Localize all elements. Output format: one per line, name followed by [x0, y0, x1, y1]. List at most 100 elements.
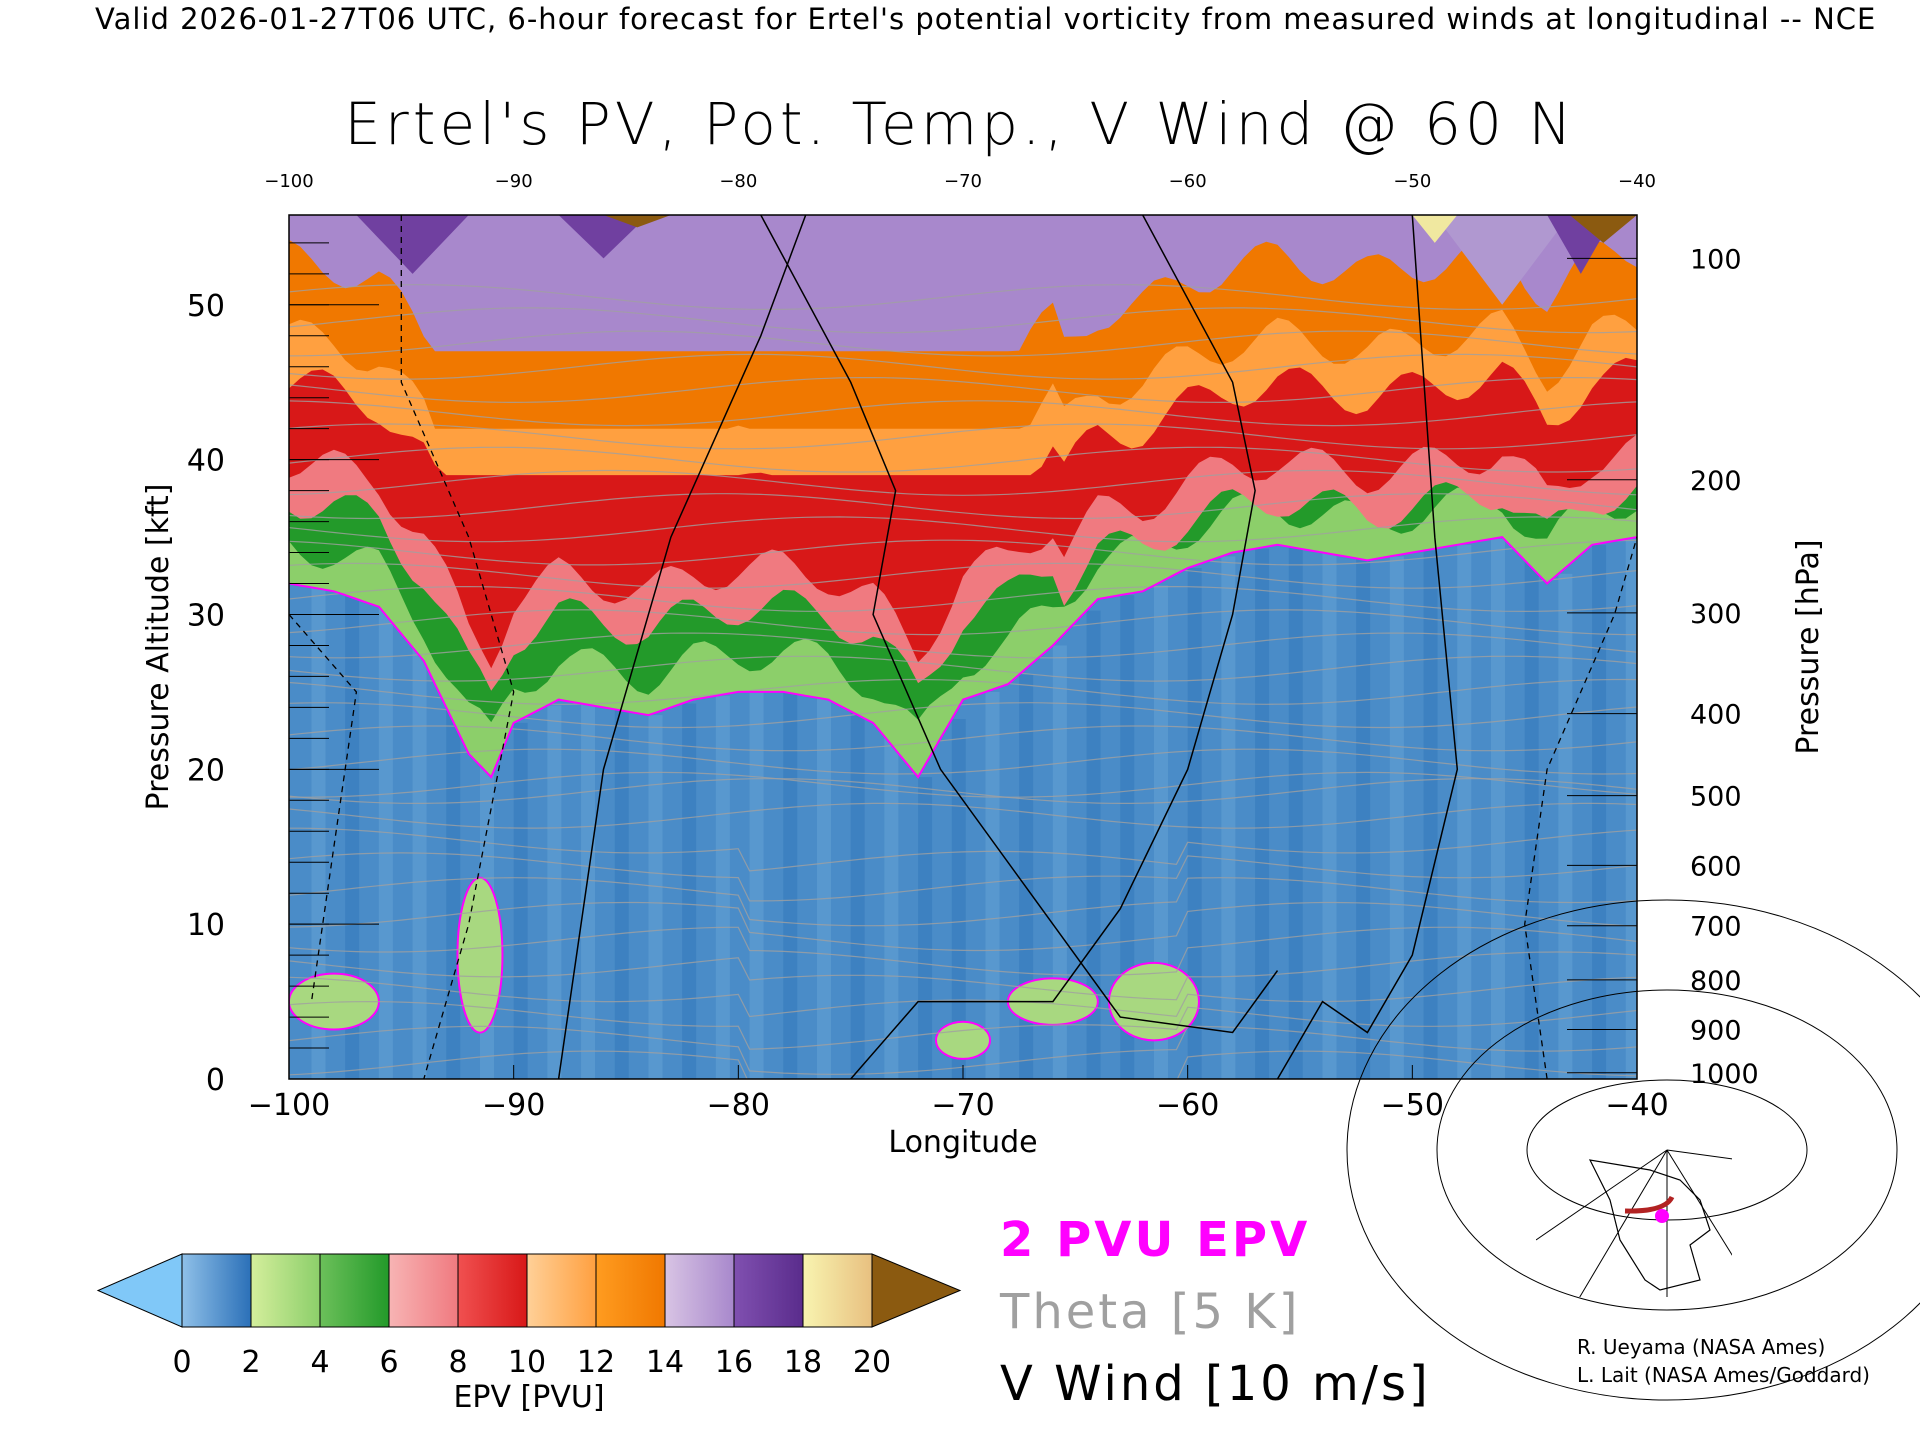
theta-isentrope	[289, 562, 1637, 589]
pv-texture	[682, 703, 697, 1079]
pv-texture	[1490, 539, 1505, 1079]
y-axis-label: Pressure Altitude [kft]	[141, 484, 176, 811]
theta-isentrope	[289, 632, 1637, 659]
colorbar-tick-label: 0	[172, 1345, 191, 1380]
plot-subtitle: Valid 2026-01-27T06 UTC, 6-hour forecast…	[95, 2, 1877, 36]
colorbar-bin	[802, 1253, 873, 1328]
colorbar-tick-label: 14	[646, 1345, 684, 1380]
pv-texture	[311, 587, 326, 1079]
credit-line: R. Ueyama (NASA Ames)	[1577, 1335, 1826, 1359]
x-tick-label: −80	[707, 1088, 770, 1123]
y-tick-label: 50	[187, 289, 225, 324]
pv-low-blob	[456, 876, 504, 1034]
pressure-tick-label: 500	[1690, 782, 1742, 813]
pv-heatmap	[289, 215, 1637, 1079]
theta-isentrope	[289, 539, 1637, 566]
theta-isentrope	[289, 877, 1637, 927]
map-latitude-circle	[1346, 899, 1920, 1401]
theta-isentrope	[289, 1001, 1637, 1050]
y-tick-label: 20	[187, 753, 225, 788]
pv-texture	[1592, 544, 1607, 1079]
pv-texture	[1524, 560, 1539, 1079]
x-top-tick-label: −50	[1393, 171, 1431, 192]
pv-texture	[715, 695, 730, 1079]
theta-isentrope	[289, 307, 1637, 334]
theta-isentrope	[289, 423, 1637, 450]
x-top-tick-label: −40	[1618, 171, 1656, 192]
colorbar-bin	[664, 1253, 735, 1328]
colorbar-bin	[319, 1253, 390, 1328]
theta-isentrope	[289, 469, 1637, 496]
pv-texture	[749, 691, 764, 1079]
theta-isentrope	[289, 777, 1637, 804]
theta-isentrope	[289, 1050, 1637, 1079]
pv-texture	[884, 736, 899, 1079]
v-wind-contour-negative	[1524, 536, 1637, 1079]
pv-texture	[1457, 544, 1472, 1079]
x-tick-label: −40	[1605, 1088, 1668, 1123]
colorbar: 0 2 4 6 8 10 12 14 16 18 20	[96, 1253, 962, 1380]
legend-theta: Theta [5 K]	[1000, 1284, 1301, 1340]
pressure-tick-label: 700	[1690, 912, 1742, 943]
x-top-tick-label: −60	[1169, 171, 1207, 192]
theta-isentrope	[289, 516, 1637, 543]
pv-texture	[1625, 539, 1637, 1079]
theta-isentrope	[289, 827, 1637, 872]
pv-texture	[1322, 552, 1337, 1079]
map-meridian	[1579, 1149, 1668, 1297]
x-top-tick-label: −70	[944, 171, 982, 192]
colorbar-bin	[181, 1253, 252, 1328]
theta-isentrope	[289, 493, 1637, 520]
colorbar-bin	[388, 1253, 459, 1328]
map-meridian	[1666, 1149, 1732, 1160]
y-tick-label: 10	[187, 908, 225, 943]
v-wind-contour-negative	[400, 215, 515, 1079]
legend-wind: V Wind [10 m/s]	[1000, 1356, 1431, 1412]
colorbar-tick-label: 10	[508, 1345, 546, 1380]
colorbar-bin	[733, 1253, 804, 1328]
x-tick-label: −60	[1156, 1088, 1219, 1123]
y-tick-label: 0	[206, 1063, 225, 1098]
chart-title: Ertel's PV, Pot. Temp., V Wind @ 60 N	[344, 90, 1576, 158]
x-top-tick-label: −90	[495, 171, 533, 192]
legend-pv-contour: 2 PVU EPV	[1000, 1212, 1311, 1268]
pv-texture	[547, 705, 562, 1079]
colorbar-bin	[250, 1253, 321, 1328]
pv-patch	[558, 215, 649, 259]
colorbar-under-arrow	[96, 1253, 183, 1328]
pv-patch	[356, 215, 469, 274]
pressure-tick-label: 1000	[1690, 1059, 1759, 1090]
theta-isentrope	[289, 802, 1637, 829]
v-wind-contour	[557, 215, 807, 1079]
pv-patch	[1434, 215, 1570, 305]
pv-texture	[1255, 548, 1270, 1079]
pv-texture	[412, 647, 427, 1079]
pv-texture	[918, 777, 933, 1079]
theta-isentrope	[289, 284, 1637, 310]
pressure-tick-label: 900	[1690, 1015, 1742, 1046]
x-top-tick-label: −100	[264, 171, 313, 192]
theta-isentrope	[289, 446, 1637, 473]
x-tick-label: −100	[248, 1088, 330, 1123]
theta-isentrope	[289, 655, 1637, 682]
colorbar-label: EPV [PVU]	[453, 1380, 604, 1415]
colorbar-tick-label: 12	[577, 1345, 615, 1380]
pv-texture	[1288, 546, 1303, 1079]
pv-texture	[1153, 585, 1168, 1079]
axes: −100 −100 −90 −90 −80 −80 −70 −70 −60 −60 −50 −50 −4…	[187, 171, 1759, 1123]
theta-isentrope	[289, 400, 1637, 427]
theta-isentrope	[289, 725, 1637, 752]
theta-isentrope	[289, 852, 1637, 902]
pv-patch	[1569, 215, 1637, 243]
pv-texture	[1052, 645, 1067, 1079]
colorbar-tick-label: 20	[853, 1345, 891, 1380]
x-tick-label: −50	[1381, 1088, 1444, 1123]
pressure-tick-label: 100	[1690, 244, 1742, 275]
pv-texture	[345, 595, 360, 1079]
colorbar-bin	[526, 1253, 597, 1328]
v-wind-contour	[1276, 215, 1459, 1079]
colorbar-tick-label: 8	[448, 1345, 467, 1380]
colorbar-tick-label: 4	[310, 1345, 329, 1380]
theta-isentrope	[289, 702, 1637, 729]
